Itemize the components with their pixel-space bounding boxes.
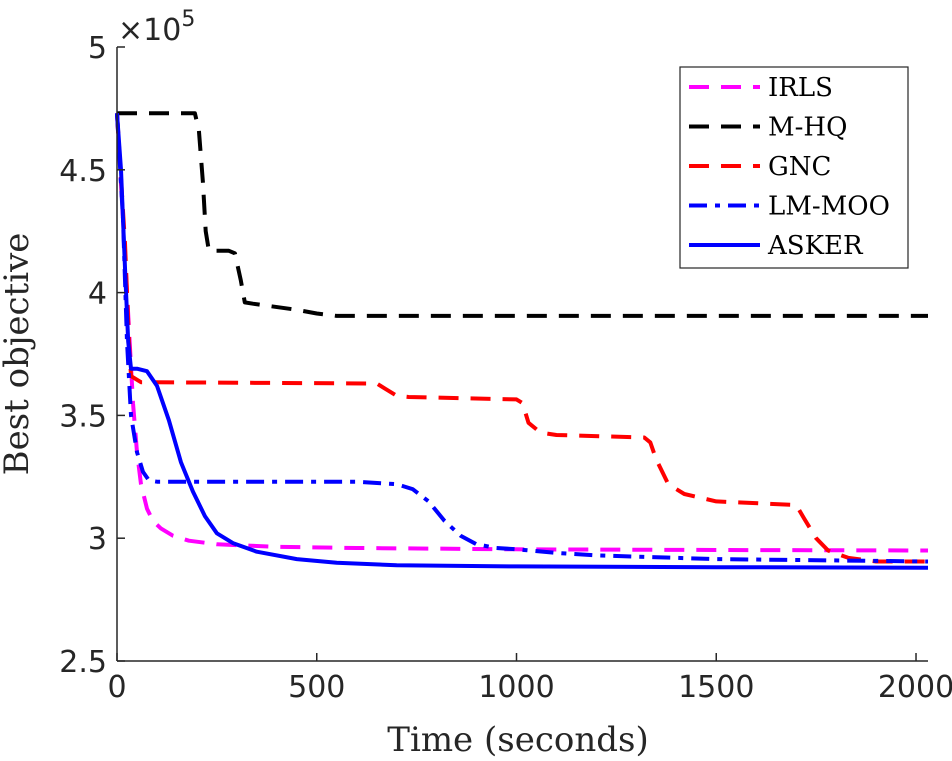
legend-box <box>679 66 909 269</box>
y-axis-exponent-base: ×10 <box>118 13 181 48</box>
legend-label-gnc: GNC <box>768 152 831 182</box>
y-axis-exponent-power: 5 <box>181 7 195 32</box>
legend-label-m-hq: M-HQ <box>768 113 847 143</box>
y-tick-label: 2.5 <box>59 645 107 680</box>
y-tick-label: 3 <box>88 522 107 557</box>
series-line-lm-moo <box>115 113 929 564</box>
x-tick-label: 0 <box>107 670 126 705</box>
legend-label-irls: IRLS <box>768 73 833 103</box>
series-line-asker <box>115 113 929 570</box>
series-line-gnc <box>115 113 928 564</box>
x-tick-label: 2000 <box>878 670 952 705</box>
y-tick-label: 3.5 <box>59 399 107 434</box>
y-axis-label: Best objective <box>0 233 37 476</box>
y-axis-exponent-label: ×105 <box>118 7 195 48</box>
y-tick-label: 4.5 <box>59 154 107 189</box>
y-tick-label: 4 <box>88 277 107 312</box>
x-tick-label: 1000 <box>478 670 554 705</box>
ticks-layer: 0 500 1000 1500 2000 2.5 3 3.5 4 4.5 5 <box>59 31 952 705</box>
x-axis-label: Time (seconds) <box>387 720 648 760</box>
x-tick-label: 1500 <box>678 670 754 705</box>
axes-layer <box>116 47 928 662</box>
x-tick-label: 500 <box>288 670 345 705</box>
legend-label-lm-moo: LM-MOO <box>768 192 890 222</box>
legend: IRLS M-HQ GNC LM-MOO ASKER <box>679 66 909 269</box>
series-line-m-hq <box>117 111 928 318</box>
y-tick-label: 5 <box>88 31 107 66</box>
legend-label-asker: ASKER <box>767 231 864 261</box>
series-layer <box>115 111 929 570</box>
